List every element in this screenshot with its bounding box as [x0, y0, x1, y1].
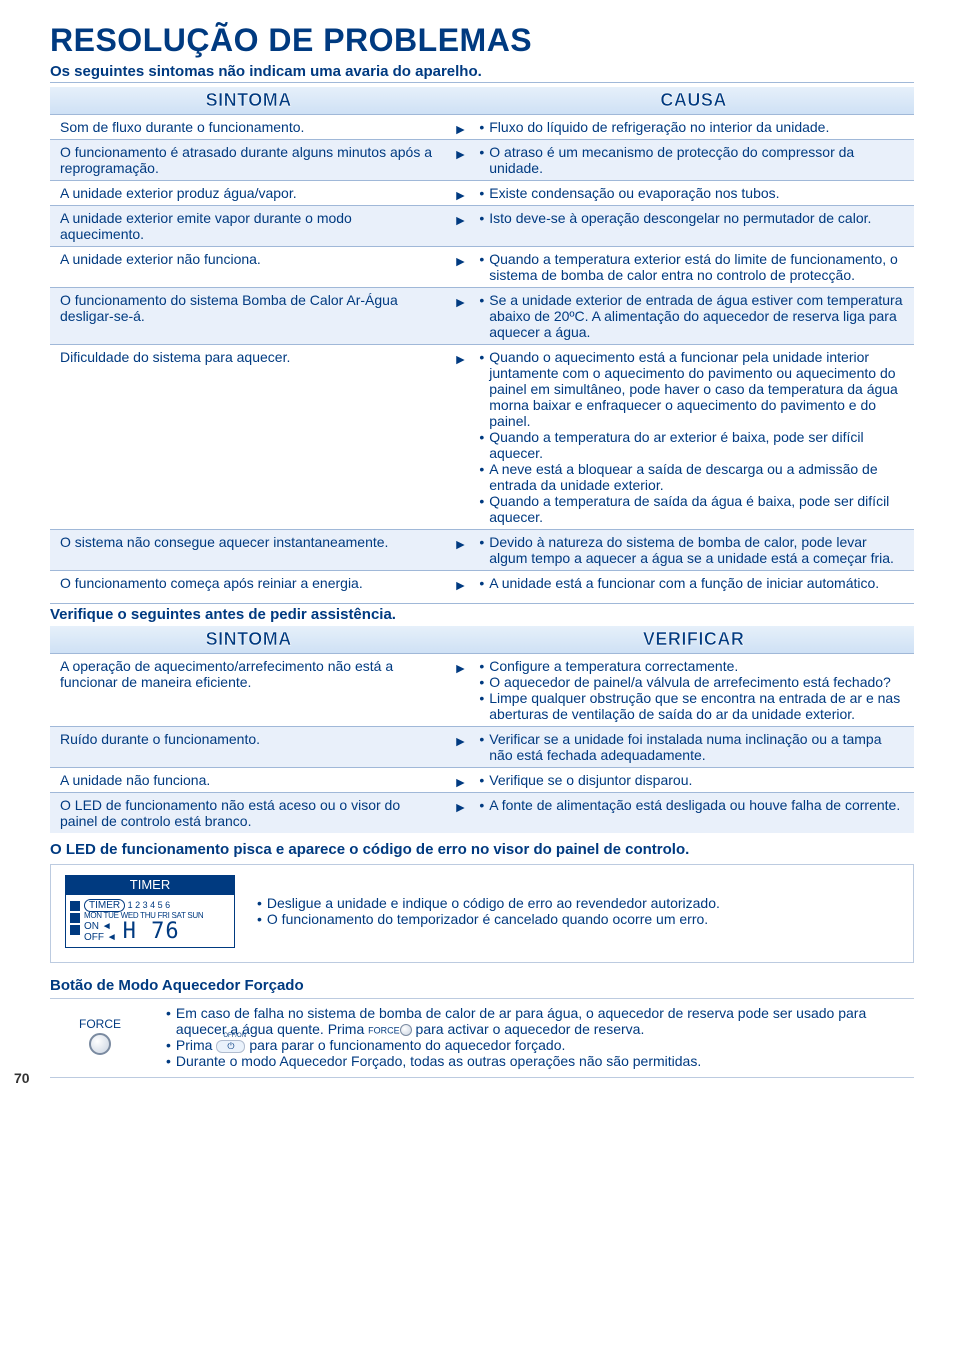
- symptom-cell: A unidade exterior não funciona.: [50, 247, 447, 287]
- timer-numbers: 1 2 3 4 5 6: [128, 900, 171, 910]
- spacer-header: [447, 87, 473, 114]
- symptom-cell: Ruído durante o funcionamento.: [50, 727, 447, 767]
- arrow-icon: ►: [453, 536, 467, 552]
- spacer-header-2: [447, 626, 473, 653]
- lead-text: Os seguintes sintomas não indicam uma av…: [50, 63, 914, 83]
- cause-text: Devido à natureza do sistema de bomba de…: [489, 534, 904, 566]
- cause-text: A neve está a bloquear a saída de descar…: [489, 461, 904, 493]
- symptom-cell: O funcionamento do sistema Bomba de Calo…: [50, 288, 447, 344]
- check-text: Verifique se o disjuntor disparou.: [489, 772, 692, 788]
- arrow-icon: ►: [453, 187, 467, 203]
- section2-subhead: Verifique o seguintes antes de pedir ass…: [50, 603, 914, 623]
- symptom-cell: A operação de aquecimento/arrefecimento …: [50, 654, 447, 726]
- force-bullet-3: Durante o modo Aquecedor Forçado, todas …: [176, 1053, 701, 1069]
- cause-text: O atraso é um mecanismo de protecção do …: [489, 144, 904, 176]
- cause-text: Quando a temperatura exterior está do li…: [489, 251, 904, 283]
- timer-display: TIMER TIMER 1 2 3 4 5 6 MON TUE WED THU …: [65, 875, 235, 948]
- page-number: 70: [14, 1070, 30, 1086]
- force-button-icon: [89, 1033, 111, 1055]
- arrow-icon: ►: [453, 294, 467, 310]
- symptom-cause-table: SINTOMA CAUSA Som de fluxo durante o fun…: [50, 87, 914, 595]
- led-heading: O LED de funcionamento pisca e aparece o…: [50, 841, 914, 858]
- arrow-icon: ►: [453, 660, 467, 676]
- arrow-icon: ►: [453, 253, 467, 269]
- symptom-header: SINTOMA: [50, 87, 447, 114]
- check-text: A fonte de alimentação está desligada ou…: [489, 797, 900, 813]
- symptom-cell: Dificuldade do sistema para aquecer.: [50, 345, 447, 529]
- arrow-icon: ►: [453, 733, 467, 749]
- arrow-icon: ►: [453, 212, 467, 228]
- page-title: RESOLUÇÃO DE PROBLEMAS: [50, 22, 914, 59]
- symptom-cell: A unidade exterior produz água/vapor.: [50, 181, 447, 205]
- indicator-square-icon: [70, 913, 80, 923]
- arrow-icon: ►: [453, 146, 467, 162]
- symptom-cell: Som de fluxo durante o funcionamento.: [50, 115, 447, 139]
- check-text: O aquecedor de painel/a válvula de arref…: [489, 674, 891, 690]
- force-bullet-2: Prima ⏻ para parar o funcionamento do aq…: [176, 1037, 565, 1053]
- cause-text: Fluxo do líquido de refrigeração no inte…: [489, 119, 829, 135]
- check-text: Verificar se a unidade foi instalada num…: [489, 731, 904, 763]
- arrow-icon: ►: [453, 799, 467, 815]
- force-panel: FORCE • Em caso de falha no sistema de b…: [50, 998, 914, 1078]
- symptom-cell: O funcionamento começa após reiniar a en…: [50, 571, 447, 595]
- symptom-cell: O sistema não consegue aquecer instantan…: [50, 530, 447, 570]
- led-bullet: Desligue a unidade e indique o código de…: [267, 895, 720, 911]
- force-inline-chip: FORCE: [368, 1025, 400, 1035]
- force-heading: Botão de Modo Aquecedor Forçado: [50, 977, 914, 994]
- cause-text: Existe condensação ou evaporação nos tub…: [489, 185, 779, 201]
- indicator-square-icon: [70, 925, 80, 935]
- cause-text: Quando a temperatura do ar exterior é ba…: [489, 429, 904, 461]
- on-label: ON ◄: [84, 921, 117, 932]
- symptom-cell: A unidade não funciona.: [50, 768, 447, 792]
- check-header: VERIFICAR: [473, 626, 914, 653]
- seg-display: H 76: [123, 921, 180, 943]
- cause-text: Quando o aquecimento está a funcionar pe…: [489, 349, 904, 429]
- force-button-graphic: FORCE: [60, 1005, 140, 1055]
- cause-header: CAUSA: [473, 87, 914, 114]
- symptom-cell: O funcionamento é atrasado durante algun…: [50, 140, 447, 180]
- symptom-header-2: SINTOMA: [50, 626, 447, 653]
- off-label: OFF ◄: [84, 932, 117, 943]
- force-button-label: FORCE: [60, 1017, 140, 1031]
- cause-text: A unidade está a funcionar com a função …: [489, 575, 879, 591]
- check-text: Limpe qualquer obstrução que se encontra…: [489, 690, 904, 722]
- cause-text: Quando a temperatura de saída da água é …: [489, 493, 904, 525]
- force-inline-icon: [400, 1024, 412, 1036]
- symptom-cell: O LED de funcionamento não está aceso ou…: [50, 793, 447, 833]
- arrow-icon: ►: [453, 774, 467, 790]
- led-bullet: O funcionamento do temporizador é cancel…: [267, 911, 708, 927]
- timer-title: TIMER: [65, 875, 235, 894]
- cause-text: Se a unidade exterior de entrada de água…: [489, 292, 904, 340]
- symptom-cell: A unidade exterior emite vapor durante o…: [50, 206, 447, 246]
- arrow-icon: ►: [453, 577, 467, 593]
- symptom-check-table: SINTOMA VERIFICAR A operação de aquecime…: [50, 626, 914, 833]
- arrow-icon: ►: [453, 351, 467, 367]
- arrow-icon: ►: [453, 121, 467, 137]
- check-text: Configure a temperatura correctamente.: [489, 658, 738, 674]
- force-bullet-1: Em caso de falha no sistema de bomba de …: [176, 1005, 904, 1037]
- cause-text: Isto deve-se à operação descongelar no p…: [489, 210, 871, 226]
- off-on-inline-button: ⏻: [216, 1040, 245, 1053]
- indicator-square-icon: [70, 901, 80, 911]
- led-panel: TIMER TIMER 1 2 3 4 5 6 MON TUE WED THU …: [50, 864, 914, 963]
